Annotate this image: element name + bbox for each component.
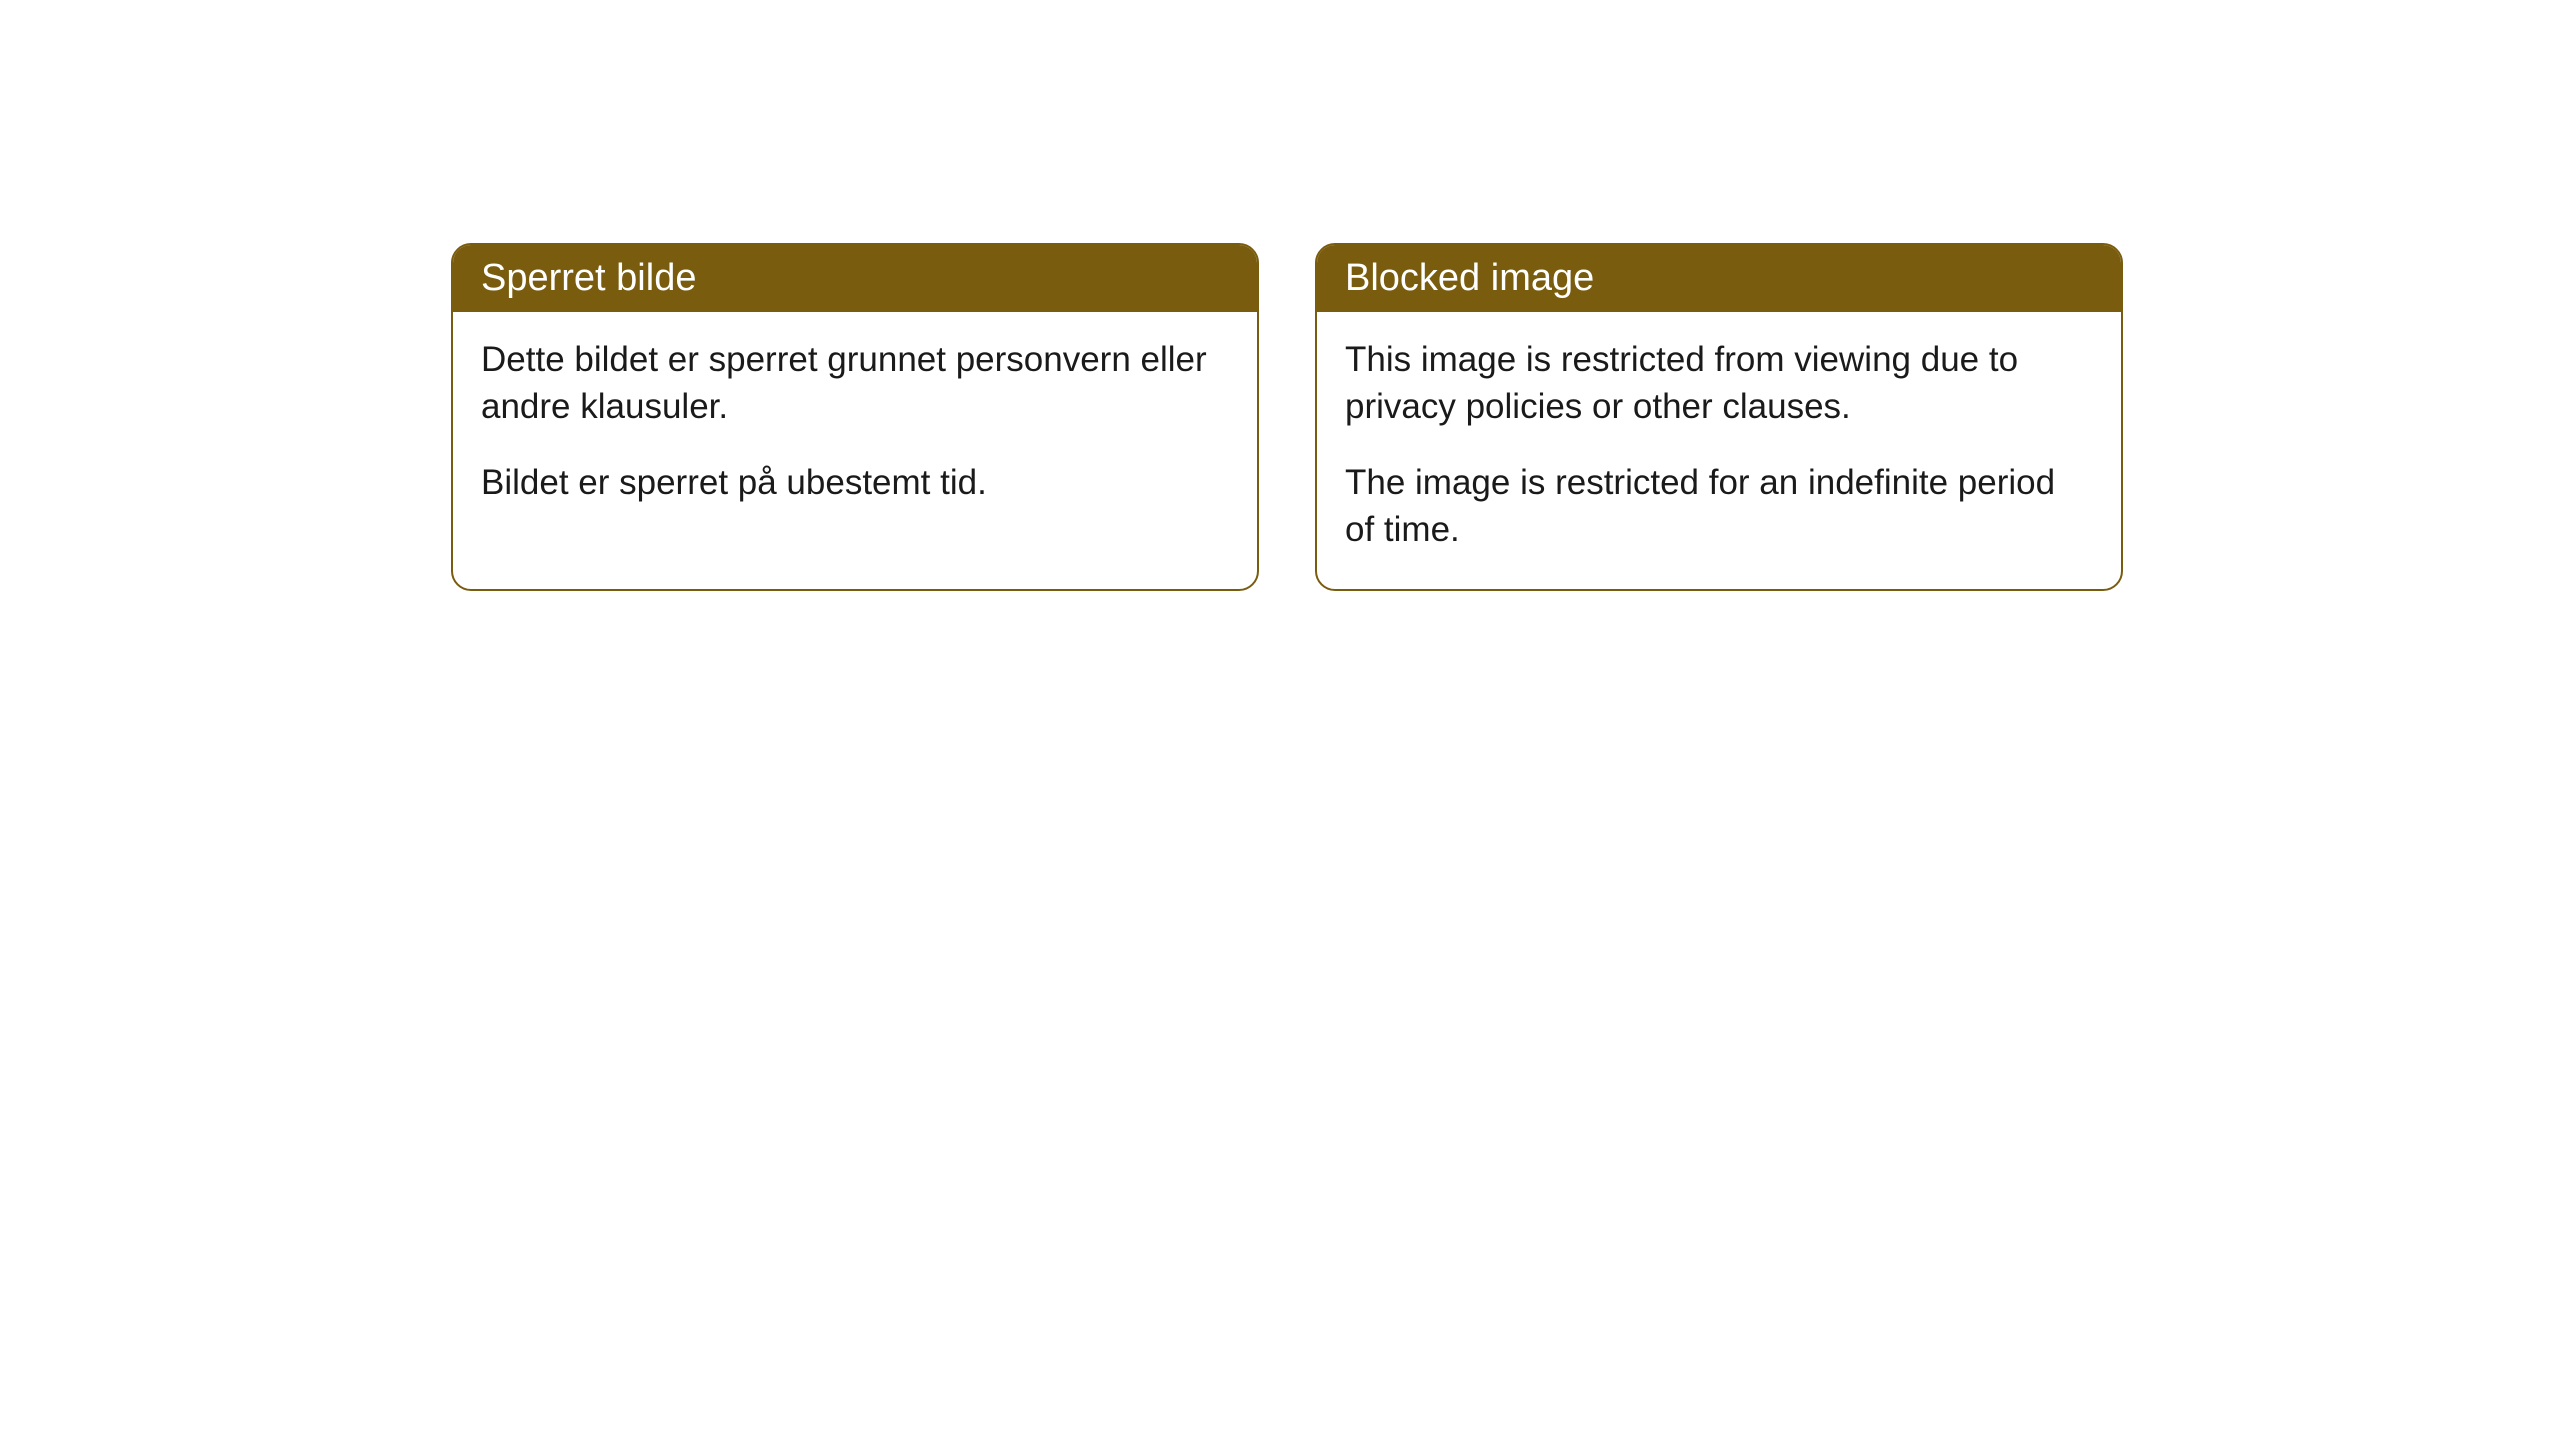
notice-card-left: Sperret bilde Dette bildet er sperret gr…	[451, 243, 1259, 591]
card-body-left: Dette bildet er sperret grunnet personve…	[453, 312, 1257, 542]
notice-cards-container: Sperret bilde Dette bildet er sperret gr…	[451, 243, 2123, 591]
card-right-para-1: This image is restricted from viewing du…	[1345, 336, 2093, 431]
card-right-para-2: The image is restricted for an indefinit…	[1345, 459, 2093, 554]
card-left-para-1: Dette bildet er sperret grunnet personve…	[481, 336, 1229, 431]
card-body-right: This image is restricted from viewing du…	[1317, 312, 2121, 589]
notice-card-right: Blocked image This image is restricted f…	[1315, 243, 2123, 591]
card-header-right: Blocked image	[1317, 245, 2121, 312]
card-left-para-2: Bildet er sperret på ubestemt tid.	[481, 459, 1229, 506]
card-header-left: Sperret bilde	[453, 245, 1257, 312]
